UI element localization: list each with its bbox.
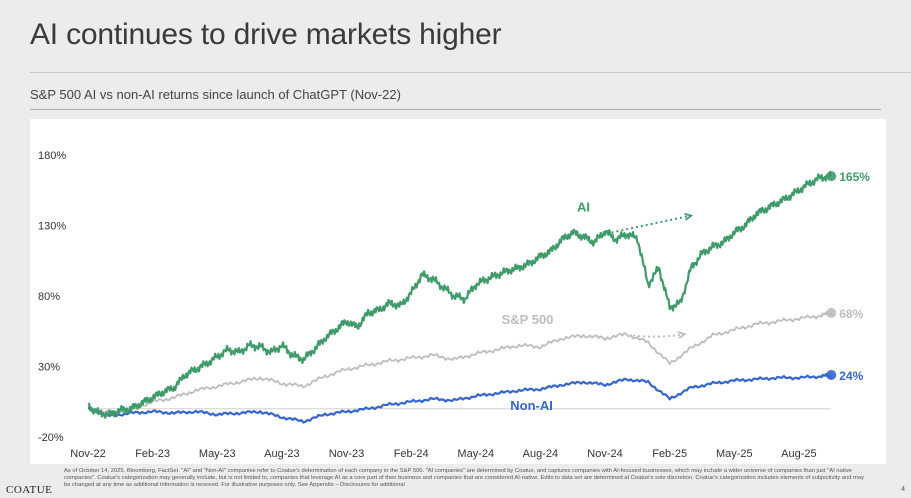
x-tick-label: Aug-24 <box>523 448 558 460</box>
ai-end-label: 165% <box>839 170 870 184</box>
y-tick-label: 30% <box>38 362 60 374</box>
x-tick-label: Feb-24 <box>394 448 429 460</box>
subtitle-divider <box>30 109 881 110</box>
ai-annotation-arrow <box>611 214 692 234</box>
sp500-end-marker <box>826 307 837 318</box>
x-tick-label: May-24 <box>457 448 494 460</box>
x-tick-label: Feb-25 <box>652 448 687 460</box>
title-divider <box>30 72 911 73</box>
footnote: As of October 14, 2025. Bloomberg, FactS… <box>64 468 864 488</box>
nonai-end-label: 24% <box>839 369 863 383</box>
sp500-arrowhead <box>677 331 687 339</box>
nonai-series-line <box>87 373 833 424</box>
ai-series-line <box>87 170 833 419</box>
x-tick-label: Nov-22 <box>70 448 105 460</box>
ai-series-label: AI <box>577 199 590 214</box>
x-tick-label: Aug-23 <box>264 448 299 460</box>
sp500-series-line <box>87 311 833 415</box>
y-tick-label: 180% <box>38 150 66 162</box>
sp500-annotation-arrow <box>632 333 685 338</box>
chart-card: 180% 130% 80% 30% -20% Nov-22 Feb-23 May-23 Aug-… <box>30 119 886 464</box>
ai-end-marker <box>826 171 837 182</box>
sp500-end-label: 68% <box>839 307 863 321</box>
y-tick-label: 80% <box>38 291 60 303</box>
nonai-series-label: Non-AI <box>510 398 553 413</box>
nonai-end-marker <box>826 369 837 380</box>
x-tick-label: Feb-23 <box>135 448 170 460</box>
coatue-logo: COATUE <box>6 484 53 496</box>
chart-svg: 180% 130% 80% 30% -20% Nov-22 Feb-23 May-23 Aug-… <box>38 150 870 460</box>
page-number: 4 <box>901 486 905 493</box>
page-title: AI continues to drive markets higher <box>30 18 502 51</box>
y-tick-label: 130% <box>38 221 66 233</box>
x-tick-label: May-25 <box>716 448 753 460</box>
ai-arrowhead <box>684 213 694 221</box>
sp500-series-label: S&P 500 <box>502 312 554 327</box>
x-tick-label: Aug-25 <box>781 448 816 460</box>
x-tick-label: May-23 <box>199 448 236 460</box>
chart-subtitle: S&P 500 AI vs non-AI returns since launc… <box>30 87 401 102</box>
y-tick-label: -20% <box>38 432 64 444</box>
x-tick-label: Nov-23 <box>329 448 364 460</box>
x-tick-label: Nov-24 <box>587 448 622 460</box>
